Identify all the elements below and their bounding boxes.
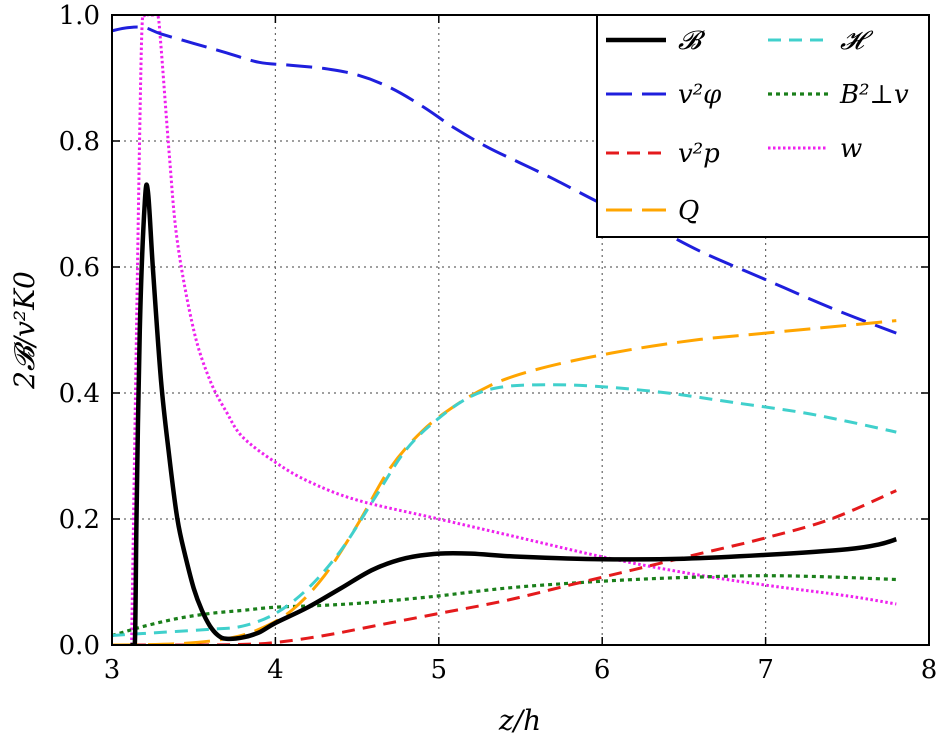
x-tick-label: 7 — [757, 655, 774, 685]
legend-label-1: v²φ — [678, 80, 722, 110]
x-tick-label: 3 — [104, 655, 121, 685]
y-tick-label: 0.2 — [59, 505, 100, 535]
plot-frame — [111, 14, 930, 646]
legend-label-5: B²⊥v — [839, 80, 909, 110]
legend-box — [596, 14, 930, 238]
y-tick-label: 0.8 — [59, 127, 100, 157]
y-tick-label: 0.4 — [59, 379, 100, 409]
x-tick-label: 4 — [267, 655, 284, 685]
series-line-1 — [112, 25, 897, 335]
y-tick-label: 1.0 — [59, 1, 100, 31]
series-line-4 — [112, 383, 897, 637]
legend-label-2: v²p — [678, 139, 720, 169]
y-axis-label: 2𝓑/v²K0 — [8, 271, 41, 390]
legend-label-6: w — [840, 134, 862, 164]
legend-label-3: Q — [678, 196, 699, 226]
x-axis-label: z/h — [498, 704, 541, 737]
x-tick-label: 5 — [431, 655, 448, 685]
ticks: 3 4 5 6 7 8 0.0 0.2 0.4 0.6 0.8 1.0 — [59, 1, 936, 685]
series-line-0 — [129, 182, 897, 645]
x-tick-label: 6 — [594, 655, 611, 685]
y-tick-label: 0.0 — [59, 631, 100, 661]
series-line-5 — [112, 574, 897, 638]
x-tick-label: 8 — [921, 655, 936, 685]
grid — [112, 15, 929, 645]
y-tick-label: 0.6 — [59, 253, 100, 283]
